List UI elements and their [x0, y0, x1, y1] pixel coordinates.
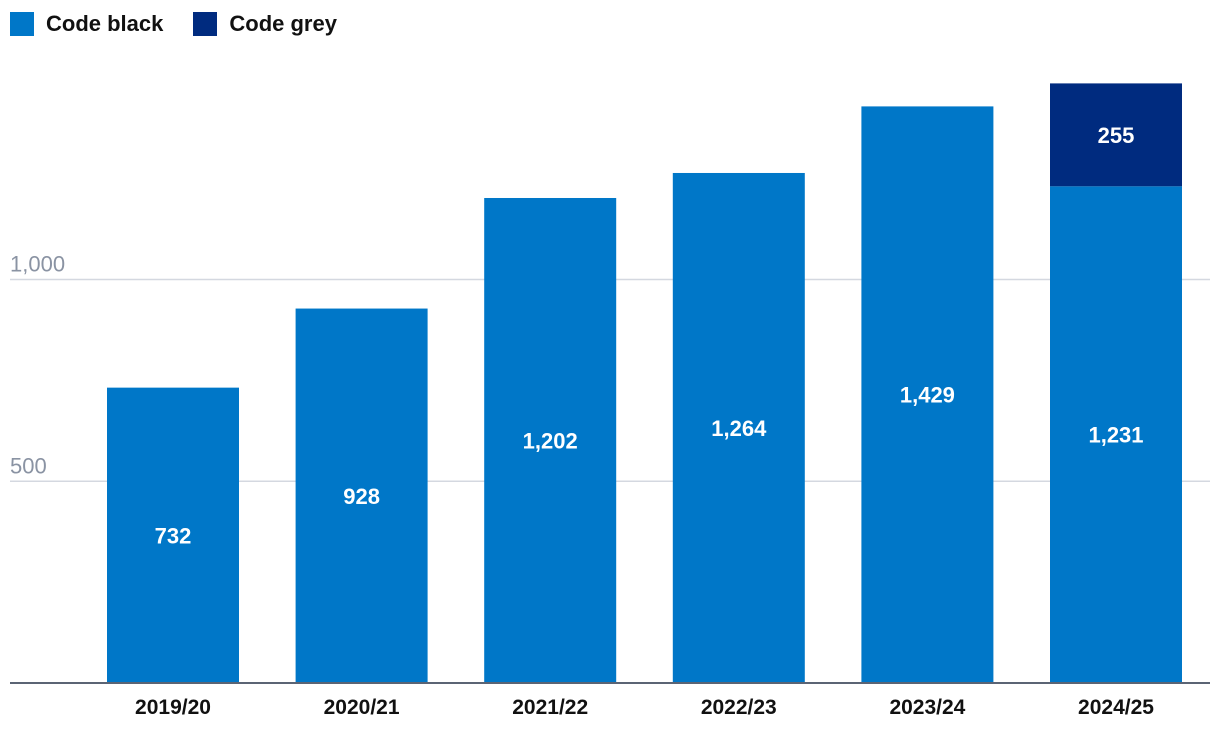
data-label-code-black-2019-20: 732	[155, 523, 192, 548]
legend-item-code-black: Code black	[10, 11, 163, 37]
bar-code-black-2020-21	[295, 308, 428, 683]
bars	[107, 83, 1182, 684]
bar-code-black-2023-24	[861, 106, 994, 683]
bar-code-black-2022-23	[672, 172, 805, 683]
data-label-code-grey-2024-25: 255	[1098, 123, 1135, 148]
legend-swatch-code-black	[10, 12, 34, 36]
legend-label-code-grey: Code grey	[229, 11, 337, 36]
data-label-code-black-2023-24: 1,429	[900, 383, 955, 408]
x-tick-label-2023-24: 2023/24	[889, 696, 965, 719]
bar-code-black-2019-20	[107, 387, 239, 683]
x-tick-label-2024-25: 2024/25	[1078, 696, 1154, 719]
x-tick-label-2019-20: 2019/20	[135, 696, 211, 719]
bar-code-grey-2024-25	[1050, 83, 1182, 187]
legend: Code black Code grey	[10, 10, 367, 38]
x-tick-label-2021-22: 2021/22	[512, 696, 588, 719]
legend-swatch-code-grey	[193, 12, 218, 36]
legend-label-code-black: Code black	[46, 11, 164, 36]
data-label-code-black-2024-25: 1,231	[1088, 423, 1143, 448]
y-tick-label-500: 500	[10, 453, 47, 478]
x-tick-label-2022-23: 2022/23	[701, 696, 777, 719]
data-label-code-black-2021-22: 1,202	[523, 428, 578, 453]
x-tick-label-2020-21: 2020/21	[324, 696, 400, 719]
data-label-code-black-2022-23: 1,264	[711, 416, 767, 441]
axes: 2019/20 2020/21 2021/22 2022/23 2023/24 2024/…	[10, 682, 1210, 719]
data-labels: 732 928 1,202 1,264 1,429 1,231 255	[155, 123, 1144, 548]
data-label-code-black-2020-21: 928	[343, 484, 380, 509]
bar-code-black-2021-22	[484, 197, 617, 684]
bar-code-black-2024-25	[1050, 186, 1182, 683]
y-tick-label-1000: 1,000	[10, 252, 65, 277]
legend-item-code-grey: Code grey	[193, 11, 337, 37]
